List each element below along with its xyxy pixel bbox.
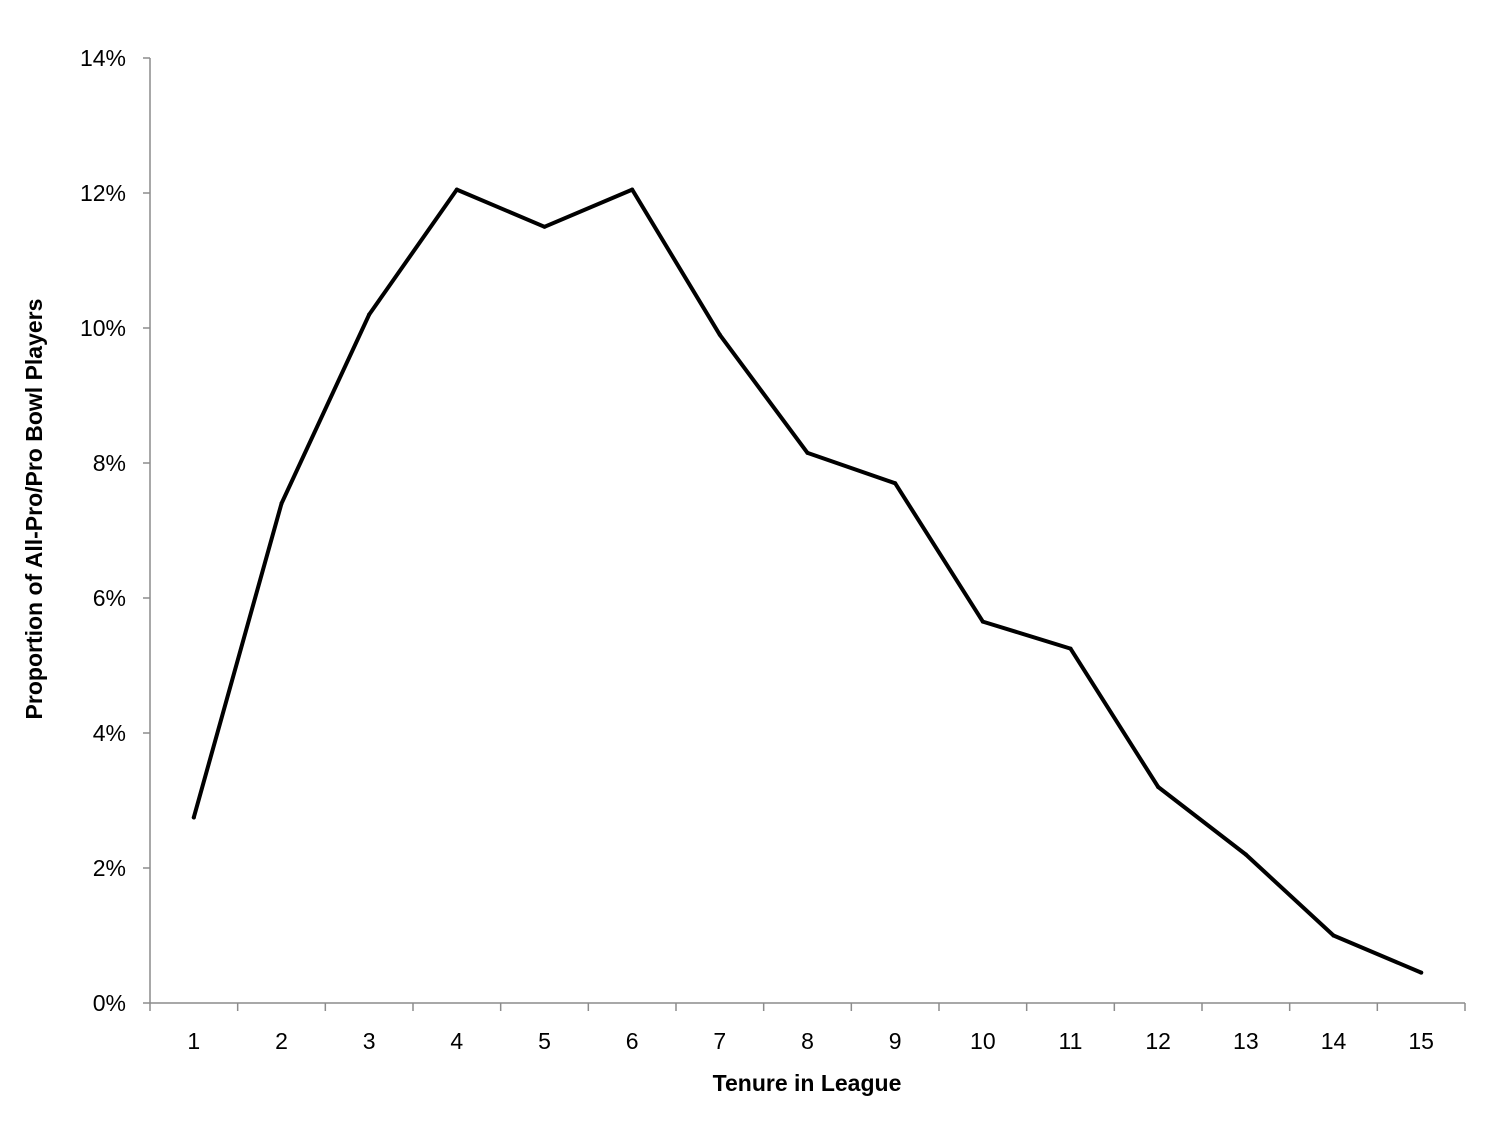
- x-tick-label: 7: [713, 1028, 726, 1054]
- data-point: [1243, 852, 1248, 857]
- x-tick-label: 8: [801, 1028, 814, 1054]
- data-point: [717, 332, 722, 337]
- data-point: [980, 619, 985, 624]
- x-tick-label: 10: [970, 1028, 996, 1054]
- data-point: [805, 450, 810, 455]
- series-layer: [191, 187, 1424, 975]
- x-axis-title: Tenure in League: [713, 1070, 902, 1096]
- x-tick-label: 4: [450, 1028, 463, 1054]
- y-tick-label: 12%: [80, 180, 126, 206]
- x-tick-label: 9: [889, 1028, 902, 1054]
- x-tick-label: 12: [1145, 1028, 1171, 1054]
- y-tick-label: 8%: [93, 450, 126, 476]
- data-point: [1068, 646, 1073, 651]
- data-point: [279, 501, 284, 506]
- data-point: [630, 187, 635, 192]
- data-point: [191, 815, 196, 820]
- x-tick-label: 1: [187, 1028, 200, 1054]
- data-point: [1156, 785, 1161, 789]
- data-point: [454, 187, 459, 192]
- data-point: [542, 224, 547, 229]
- data-point: [893, 481, 898, 486]
- x-tick-label: 3: [363, 1028, 376, 1054]
- data-point: [1331, 933, 1336, 938]
- x-tick-label: 14: [1321, 1028, 1347, 1054]
- y-axis-ticks: 0% 2% 4% 6% 8% 10% 12% 14%: [80, 45, 150, 1016]
- data-point: [1419, 970, 1424, 975]
- y-tick-label: 6%: [93, 585, 126, 611]
- y-tick-label: 0%: [93, 990, 126, 1016]
- y-axis-title: Proportion of All-Pro/Pro Bowl Players: [21, 299, 47, 720]
- data-point: [367, 312, 372, 317]
- y-tick-label: 2%: [93, 855, 126, 881]
- x-tick-label: 13: [1233, 1028, 1259, 1054]
- x-tick-label: 5: [538, 1028, 551, 1054]
- x-tick-label: 2: [275, 1028, 288, 1054]
- x-tick-label: 11: [1059, 1028, 1083, 1054]
- x-tick-label: 6: [626, 1028, 639, 1054]
- x-axis-ticks: 1 2 3 4 5 6 7 8 9 10 11 12 13 14 15: [149, 1003, 1466, 1054]
- series-line: [191, 187, 1424, 975]
- y-tick-label: 10%: [80, 315, 126, 341]
- y-tick-label: 4%: [93, 720, 126, 746]
- y-tick-label: 14%: [80, 45, 126, 71]
- x-tick-label: 15: [1408, 1028, 1434, 1054]
